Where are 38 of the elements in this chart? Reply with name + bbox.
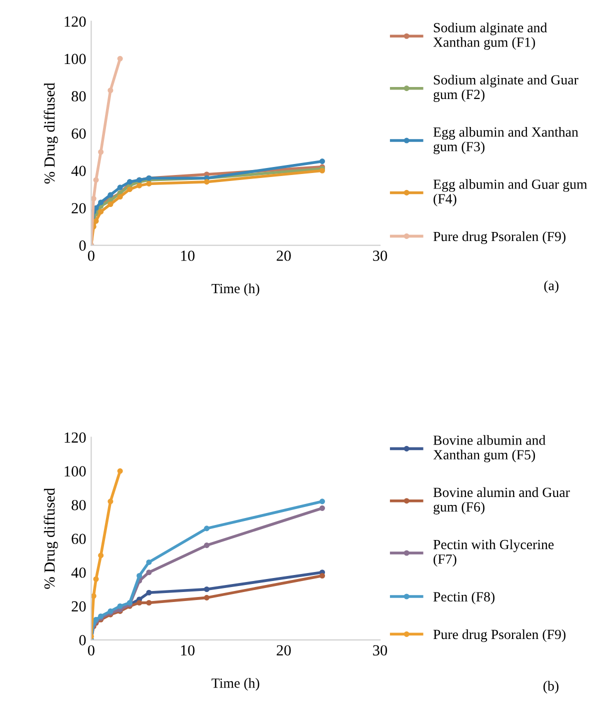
text: (b) bbox=[543, 680, 558, 694]
y-axis-title: % Drug diffused bbox=[44, 82, 58, 184]
y-tick-label: 80 bbox=[72, 91, 86, 102]
y-tick-label: 80 bbox=[72, 500, 86, 510]
legend-label: Egg albumin and Guar gum (F4) bbox=[433, 179, 588, 206]
legend-label: Sodium alginate and Guar gum (F2) bbox=[434, 74, 578, 102]
x-axis-title: Time (h) bbox=[212, 678, 260, 691]
y-axis-title: % Drug diffused bbox=[44, 488, 58, 589]
y-tick-label: 0 bbox=[79, 635, 86, 646]
x-tick-label: 20 bbox=[276, 250, 291, 261]
x-tick-label: 30 bbox=[373, 250, 388, 261]
x-tick-label: 20 bbox=[276, 645, 291, 656]
legend-label: Pure drug Psoralen (F9) bbox=[433, 629, 566, 642]
legend-label: Pectin (F8) bbox=[433, 592, 494, 604]
y-tick-label: 60 bbox=[72, 534, 86, 544]
x-tick-label: 30 bbox=[373, 645, 388, 656]
y-tick-label: 120 bbox=[64, 16, 86, 27]
y-tick-label: 20 bbox=[72, 601, 86, 612]
y-tick-label: 40 bbox=[71, 567, 86, 578]
y-tick-label: 20 bbox=[72, 203, 86, 214]
y-tick-label: 0 bbox=[79, 240, 86, 251]
x-tick-label: 0 bbox=[88, 645, 94, 656]
y-tick-label: 120 bbox=[64, 432, 86, 443]
x-tick-label: 0 bbox=[88, 250, 94, 261]
legend-label: Sodium alginate and Xanthan gum (F1) bbox=[433, 22, 548, 50]
legend-label: Pure drug Psoralen (F9) bbox=[433, 231, 566, 244]
y-tick-label: 40 bbox=[71, 166, 86, 176]
y-tick-label: 100 bbox=[64, 54, 86, 64]
y-tick-label: 60 bbox=[72, 128, 86, 139]
x-axis-title: Time (h) bbox=[212, 283, 260, 296]
text: (a) bbox=[544, 280, 558, 294]
y-tick-label: 100 bbox=[64, 466, 86, 476]
legend-label: Egg albumin and Xanthan gum (F3) bbox=[433, 126, 578, 154]
legend-label: Pectin with Glycerine (F7) bbox=[433, 539, 554, 567]
x-tick-label: 10 bbox=[181, 250, 195, 261]
legend-label: Bovine alumin and Guar gum (F6) bbox=[433, 487, 570, 514]
legend-label: Bovine albumin and Xanthan gum (F5) bbox=[433, 435, 546, 462]
x-tick-label: 10 bbox=[181, 645, 195, 656]
